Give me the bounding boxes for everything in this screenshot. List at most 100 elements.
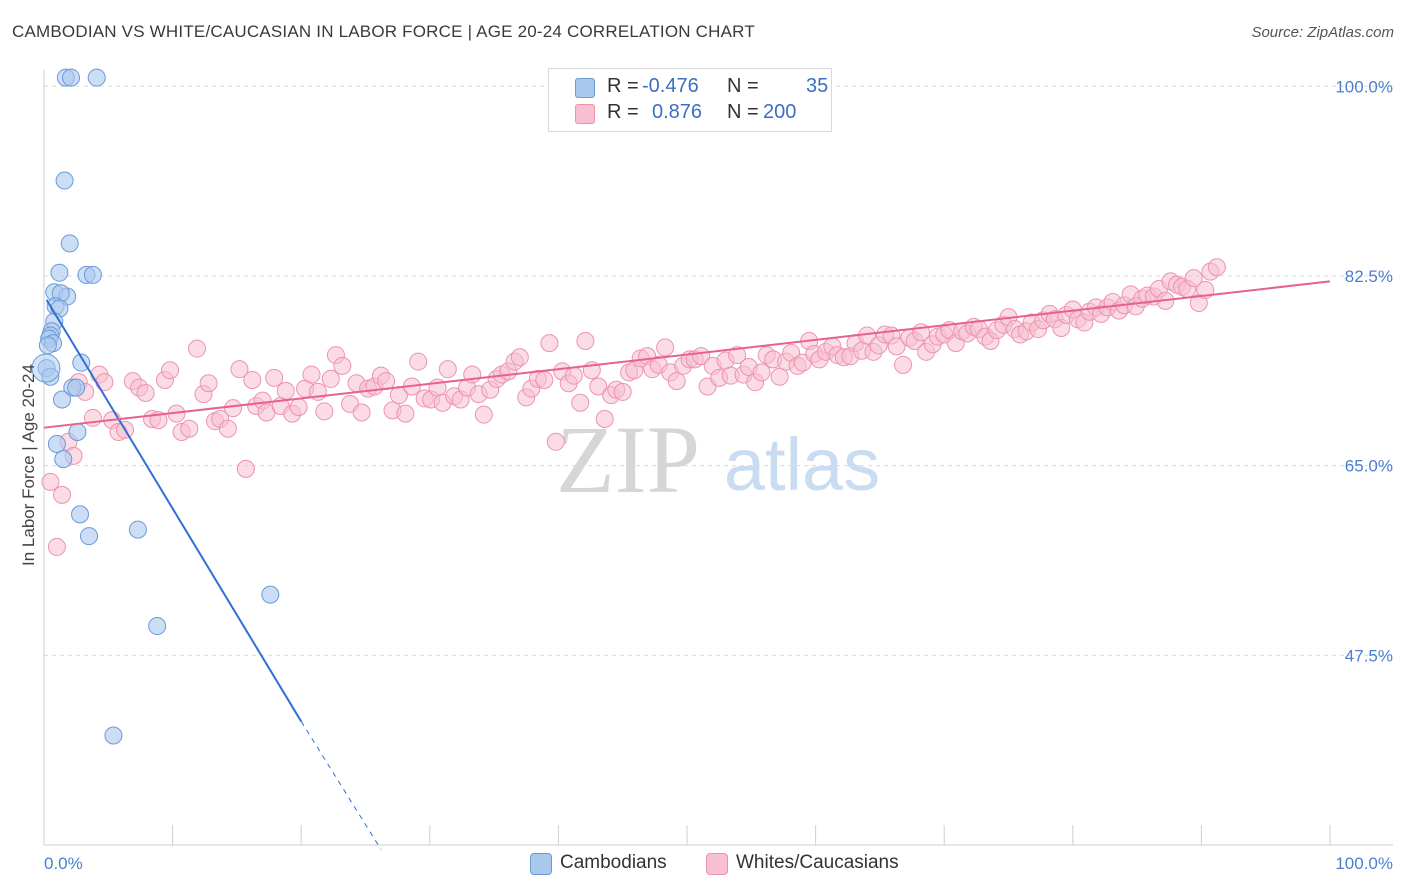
cambodian-point (80, 527, 99, 546)
cambodian-point (60, 234, 79, 253)
white-caucasian-point (224, 399, 243, 418)
legend-r-label: R = (607, 75, 639, 97)
x-tick-label: 0.0% (44, 854, 83, 873)
white-caucasian-point (265, 368, 284, 387)
white-caucasian-point (41, 472, 60, 491)
white-caucasian-point (1207, 258, 1226, 277)
white-caucasian-point (576, 331, 595, 350)
white-caucasian-point (770, 367, 789, 386)
white-caucasian-point (396, 404, 415, 423)
white-caucasian-point (535, 371, 554, 389)
white-caucasian-point (474, 405, 493, 424)
y-tick-label: 100.0% (1335, 77, 1393, 96)
white-caucasian-point (571, 393, 590, 412)
x-tick-label: 100.0% (1335, 854, 1393, 873)
cambodian-point (87, 68, 106, 87)
white-caucasian-point (352, 403, 371, 422)
white-caucasian-point (894, 355, 913, 374)
legend-n-label: N = (727, 75, 759, 97)
y-tick-label: 47.5% (1345, 646, 1393, 665)
tick-labels: 47.5% 65.0% 82.5% 100.0% 0.0% 100.0% (44, 77, 1393, 873)
source-label: Source: ZipAtlas.com (1251, 24, 1394, 41)
cambodian-point (148, 617, 167, 636)
cambodian-point (53, 390, 72, 409)
white-caucasian-point (47, 537, 66, 556)
white-caucasian-trend-line (43, 280, 1331, 429)
white-caucasian-point (236, 459, 255, 478)
cambodian-point (68, 423, 87, 442)
cambodian-point (55, 171, 74, 190)
white-caucasian-point (188, 339, 207, 358)
bottom-swatch-blue (530, 853, 552, 875)
white-caucasian-point (728, 346, 747, 365)
white-caucasian-point (564, 366, 583, 385)
trend-lines (43, 280, 1331, 850)
white-caucasian-point (656, 338, 675, 357)
white-caucasian-point (752, 363, 771, 382)
axes (43, 70, 1393, 846)
cambodian-points (31, 68, 280, 745)
legend-r-value: -0.476 (642, 75, 699, 97)
cambodian-point (71, 505, 90, 524)
white-caucasian-point (199, 374, 218, 393)
cambodian-trend-extension (300, 721, 382, 850)
white-caucasian-point (83, 408, 102, 427)
white-caucasian-point (321, 369, 340, 388)
white-caucasian-point (289, 398, 308, 417)
legend-n-label: N = (727, 101, 759, 123)
stats-legend: R = -0.476 N = 35 R = 0.876 N = 200 (548, 68, 832, 132)
white-caucasian-point (1184, 269, 1203, 288)
cambodian-point (50, 263, 69, 282)
white-caucasian-point (409, 352, 428, 371)
white-caucasian-point (887, 337, 906, 356)
white-caucasian-point (53, 485, 72, 504)
white-caucasian-point (546, 432, 565, 451)
white-caucasian-point (230, 360, 249, 379)
legend-n-value: 200 (763, 101, 797, 123)
chart-title: CAMBODIAN VS WHITE/CAUCASIAN IN LABOR FO… (12, 22, 755, 41)
white-caucasian-point (95, 373, 114, 392)
white-caucasian-point (315, 402, 334, 421)
cambodian-point (38, 336, 57, 355)
bottom-legend-label: Whites/Caucasians (736, 852, 899, 873)
watermark: ZIP atlas (556, 406, 880, 513)
cambodian-point (67, 378, 86, 397)
white-caucasian-point (595, 410, 614, 429)
white-caucasian-point (218, 419, 237, 438)
cambodian-point (54, 450, 73, 469)
white-caucasian-point (180, 419, 199, 438)
white-caucasian-point (136, 384, 155, 403)
white-caucasian-point (276, 381, 295, 400)
cambodian-point (62, 68, 81, 87)
white-caucasian-point (540, 334, 559, 353)
cambodian-point (47, 434, 66, 453)
white-caucasian-point (613, 382, 632, 401)
y-tick-label: 65.0% (1345, 457, 1393, 476)
white-caucasian-point (589, 377, 608, 396)
cambodian-point (31, 353, 61, 383)
cambodian-point (72, 353, 91, 372)
white-caucasian-point (438, 360, 457, 379)
cambodian-point (83, 265, 102, 284)
cambodian-point (128, 520, 147, 539)
cambodian-trend-line (45, 299, 303, 722)
white-caucasian-point (667, 372, 686, 391)
watermark-atlas: atlas (724, 423, 880, 506)
legend-n-value: 35 (806, 75, 829, 97)
y-axis-label: In Labor Force | Age 20-24 (19, 364, 38, 566)
cambodian-point (104, 726, 123, 745)
white-caucasian-point (333, 356, 352, 375)
bottom-legend-label: Cambodians (560, 852, 667, 873)
bottom-swatch-pink (706, 853, 728, 875)
cambodian-point (261, 585, 280, 604)
legend-r-label: R = (607, 101, 639, 123)
legend-swatch-blue (575, 78, 595, 98)
watermark-zip: ZIP (556, 406, 700, 513)
legend-swatch-pink (575, 104, 595, 124)
white-caucasian-point (510, 348, 529, 367)
white-caucasian-points (41, 258, 1226, 556)
white-caucasian-point (243, 371, 262, 389)
legend-r-value: 0.876 (652, 101, 703, 123)
white-caucasian-point (302, 365, 321, 384)
